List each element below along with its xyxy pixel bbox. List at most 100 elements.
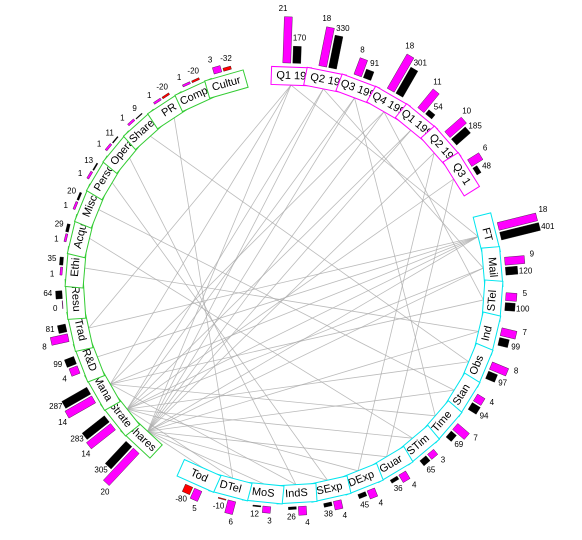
- bar: [333, 499, 344, 511]
- bar: [63, 233, 69, 243]
- value-label: 35: [48, 254, 57, 263]
- bar-group: [288, 506, 297, 510]
- link: [147, 430, 328, 481]
- bar: [103, 447, 140, 486]
- bar: [357, 491, 368, 499]
- value-label: 170: [293, 34, 307, 43]
- bar: [59, 266, 63, 276]
- bar: [105, 441, 133, 470]
- bar-group: [92, 162, 99, 171]
- bar: [61, 387, 91, 409]
- bar-group: [504, 255, 526, 266]
- value-label: 10: [462, 107, 471, 116]
- value-label: -20: [187, 67, 199, 76]
- bar: [50, 333, 70, 346]
- bar-group: [86, 423, 116, 450]
- bar: [353, 57, 368, 78]
- node-box: [204, 69, 249, 99]
- bar: [444, 116, 467, 138]
- node: Q2 19: [303, 66, 348, 94]
- node-label: FT: [479, 226, 494, 242]
- node: Resu: [64, 277, 87, 320]
- bar-group: [499, 222, 541, 241]
- bar: [489, 361, 509, 377]
- value-label: 1: [120, 113, 125, 122]
- bar-group: [444, 116, 467, 138]
- link: [109, 84, 292, 385]
- bar-group: [64, 356, 77, 368]
- bar-group: [472, 165, 482, 176]
- node-label: Q2 19: [309, 71, 341, 89]
- bar-group: [222, 65, 232, 72]
- bar: [191, 77, 200, 84]
- value-label: 1: [54, 235, 59, 244]
- link: [386, 178, 454, 457]
- bar-group: [59, 266, 63, 276]
- bar-group: [395, 66, 419, 98]
- bar-group: [445, 430, 457, 442]
- bar-group: [104, 143, 113, 152]
- value-label: 18: [538, 205, 547, 214]
- bar-group: [252, 504, 262, 508]
- bar-group: [485, 370, 498, 383]
- value-label: 18: [322, 14, 331, 23]
- bar: [217, 497, 227, 501]
- bar-group: [467, 402, 481, 415]
- bar: [86, 170, 93, 180]
- bar: [57, 323, 68, 334]
- bar-group: [473, 393, 486, 406]
- link: [290, 84, 479, 237]
- bar: [127, 118, 136, 127]
- link: [147, 430, 265, 485]
- bar-group: [72, 201, 79, 210]
- bar-group: [452, 423, 470, 440]
- value-label: 4: [379, 498, 384, 507]
- bar-group: [451, 126, 471, 146]
- bar-group: [55, 290, 63, 300]
- value-label: 14: [81, 450, 90, 459]
- node: Tod: [176, 458, 222, 493]
- bar: [72, 201, 79, 210]
- value-label: 1: [78, 169, 83, 178]
- bar: [485, 370, 498, 383]
- value-label: 100: [516, 305, 530, 314]
- bar: [473, 393, 486, 406]
- bar: [64, 356, 77, 368]
- value-label: 94: [480, 412, 489, 421]
- link: [127, 361, 469, 410]
- bar: [135, 112, 143, 120]
- value-label: 6: [483, 143, 488, 152]
- bar-group: [499, 327, 518, 340]
- bar-group: [357, 491, 368, 499]
- value-label: 64: [43, 289, 52, 298]
- bar: [161, 92, 170, 100]
- bar-group: [389, 475, 400, 484]
- bar-group: [112, 136, 119, 144]
- bar: [282, 16, 293, 64]
- bar: [363, 68, 375, 81]
- value-label: -32: [220, 54, 232, 63]
- link: [84, 267, 479, 332]
- bar: [452, 423, 470, 440]
- bar-group: [50, 333, 70, 346]
- bar: [224, 499, 236, 515]
- node-box: [176, 458, 222, 493]
- link: [147, 152, 435, 432]
- bar-group: [103, 447, 140, 486]
- bar: [64, 395, 96, 419]
- bar: [505, 292, 518, 302]
- value-label: 301: [414, 59, 428, 68]
- bar-group: [353, 57, 368, 78]
- node-label: MoS: [251, 486, 275, 500]
- link: [126, 130, 412, 410]
- value-label: -10: [213, 502, 225, 511]
- bar: [189, 488, 203, 502]
- bar-group: [217, 497, 227, 501]
- bar: [504, 302, 516, 312]
- links: [84, 84, 484, 485]
- link: [357, 152, 435, 471]
- value-label: 3: [441, 455, 446, 464]
- node-box: [442, 151, 481, 197]
- node: Q3 1: [442, 151, 481, 197]
